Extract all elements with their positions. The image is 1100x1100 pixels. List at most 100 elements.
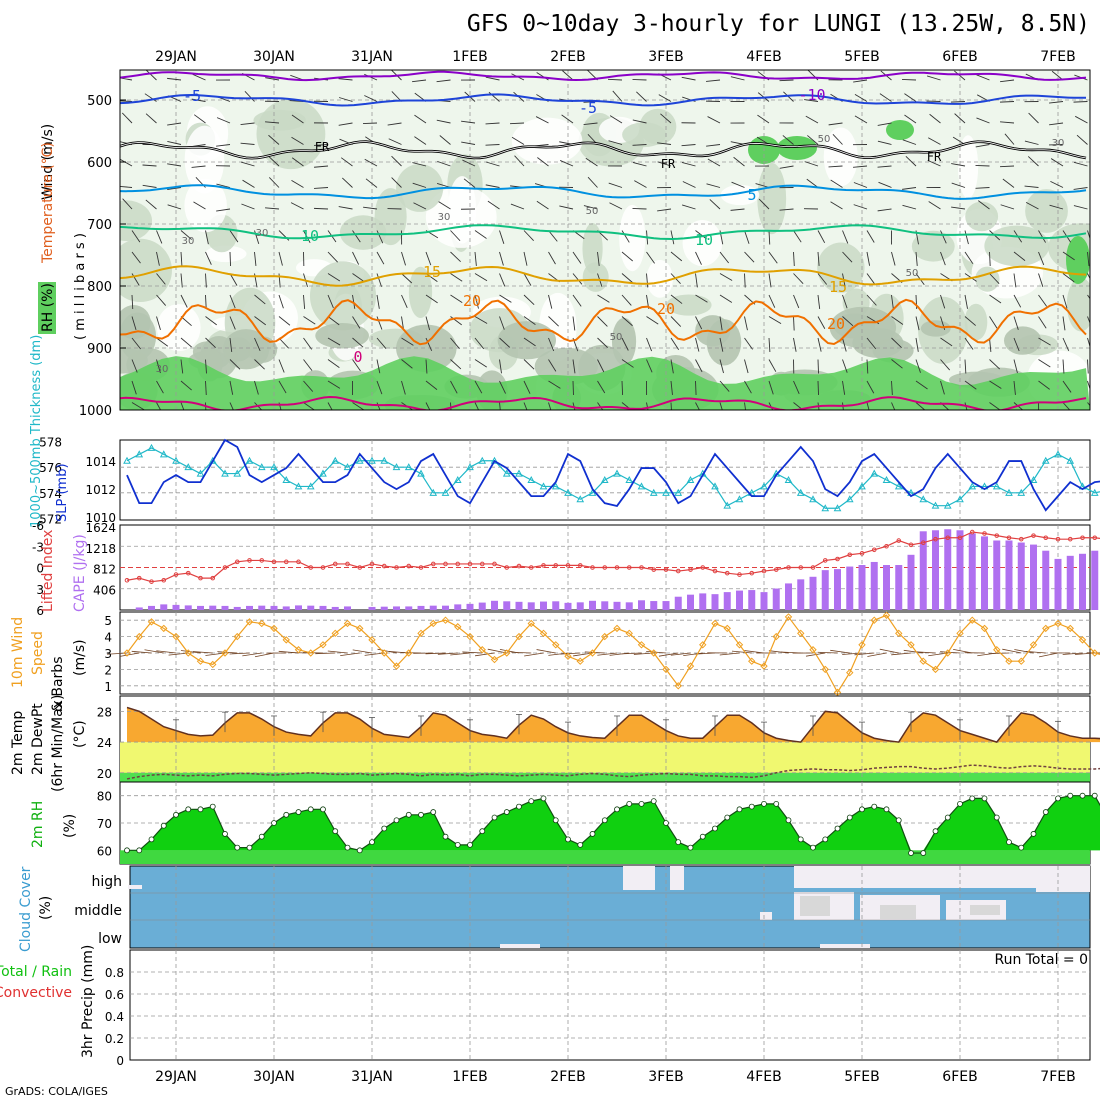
wind10m-point: [441, 616, 450, 624]
upper-wind-barb: [1000, 204, 1015, 210]
upper-wind-barb: [975, 187, 990, 189]
wind10m-barb: [817, 651, 838, 654]
upper-wind-barb: [646, 402, 649, 410]
upper-wind-barb: [940, 230, 947, 244]
li-point: [173, 572, 179, 577]
upper-wind-barb: [842, 316, 854, 327]
wind10m-point: [368, 636, 376, 644]
wind10m-point: [772, 632, 780, 641]
precip-grid: [130, 950, 1090, 1060]
upper-wind-barb: [695, 402, 700, 410]
pressure-tick-label: 700: [87, 218, 112, 233]
upper-wind-barb: [291, 114, 304, 124]
upper-wind-barb: [954, 70, 966, 81]
cloud-cover-block: [500, 944, 540, 948]
top-date-label: 4FEB: [746, 49, 781, 65]
upper-wind-barb: [401, 337, 414, 346]
upper-wind-barb: [514, 155, 525, 167]
upper-wind-barb: [278, 251, 283, 266]
thickness-point: [159, 450, 168, 458]
upper-wind-barb: [1062, 294, 1068, 309]
cape-bar: [809, 576, 817, 610]
wind10m-barb: [658, 652, 679, 657]
rh-blob: [408, 266, 433, 318]
rh-point: [344, 844, 351, 851]
wind10m-barb: [891, 652, 912, 656]
upper-wind-barb: [866, 402, 870, 410]
wind10m-point: [576, 657, 584, 665]
cape-bar: [1091, 550, 1099, 610]
upper-wind-barb: [562, 70, 574, 81]
thickness-tick-label: 578: [39, 436, 62, 450]
rh-point: [124, 847, 130, 854]
upper-wind-barb: [572, 251, 582, 264]
rh-point: [969, 795, 976, 802]
thickness-point: [833, 504, 842, 512]
wind10m-point: [735, 641, 744, 649]
rh-blob: [184, 178, 227, 233]
li-point: [259, 558, 265, 563]
upper-wind-barb: [474, 273, 488, 282]
upper-wind-barb: [1073, 101, 1088, 103]
temp2m-series: [126, 706, 1100, 780]
upper-wind-barb: [1049, 101, 1064, 104]
cape-bar: [981, 536, 988, 610]
upper-wind-barb: [142, 184, 157, 188]
upper-wind-barb: [268, 134, 280, 145]
upper-wind-barb: [1062, 402, 1071, 410]
wind10m-barb: [731, 650, 752, 654]
contour-label: 5: [747, 186, 756, 204]
upper-wind-barb: [1000, 121, 1015, 124]
upper-wind-barb: [744, 230, 750, 244]
upper-wind-barb: [1013, 337, 1020, 352]
upper-wind-barb: [730, 76, 745, 81]
upper-wind-barb: [793, 337, 797, 352]
rh-shading: [120, 70, 1090, 410]
wind10m-point: [968, 616, 976, 624]
wind10m-point: [674, 682, 682, 690]
pressure-tick-label: 1000: [79, 404, 112, 419]
upper-wind-barb: [681, 144, 696, 147]
upper-wind-barb: [719, 316, 723, 331]
rh-point: [834, 825, 841, 832]
wind10m-point: [956, 629, 964, 638]
upper-wind-barb: [142, 164, 157, 167]
li-point: [663, 567, 669, 572]
upper-wind-barb: [303, 337, 313, 350]
upper-wind-barb: [744, 316, 748, 331]
upper-wind-barb: [989, 294, 1002, 304]
wind10m-point: [1017, 657, 1025, 665]
upper-wind-barb: [156, 251, 160, 266]
upper-wind-barb: [412, 162, 427, 167]
wind10m-point: [882, 611, 891, 619]
upper-wind-barb: [1013, 380, 1016, 395]
li-point: [590, 565, 595, 570]
upper-wind-barb: [779, 165, 794, 169]
rh-point: [160, 822, 167, 829]
thickness-point: [221, 469, 229, 477]
rh-blob: [720, 184, 760, 206]
cape-bar: [772, 588, 780, 610]
upper-wind-barb: [636, 91, 647, 102]
bottom-date-label: 5FEB: [844, 1069, 879, 1085]
wind10m-barb: [327, 650, 348, 654]
upper-wind-barb: [793, 230, 802, 243]
rh-blob: [975, 266, 1000, 292]
cape-bar: [1017, 542, 1025, 610]
upper-wind-barb: [254, 359, 265, 370]
upper-wind-barb: [290, 202, 304, 210]
cape-bar: [723, 592, 731, 610]
upper-wind-barb: [646, 316, 659, 325]
thickness-point: [257, 463, 266, 471]
upper-wind-barb: [352, 359, 361, 372]
upper-wind-barb: [450, 359, 462, 370]
upper-wind-barb: [744, 273, 746, 288]
upper-wind-barb: [632, 144, 647, 146]
wind10m-point: [919, 657, 927, 665]
upper-wind-barb: [999, 165, 1015, 168]
wind10m-point: [454, 623, 462, 631]
li-point: [835, 556, 840, 562]
wind10m-barb: [1038, 652, 1059, 658]
upper-wind-barb: [572, 294, 582, 307]
rh-point: [516, 803, 522, 810]
